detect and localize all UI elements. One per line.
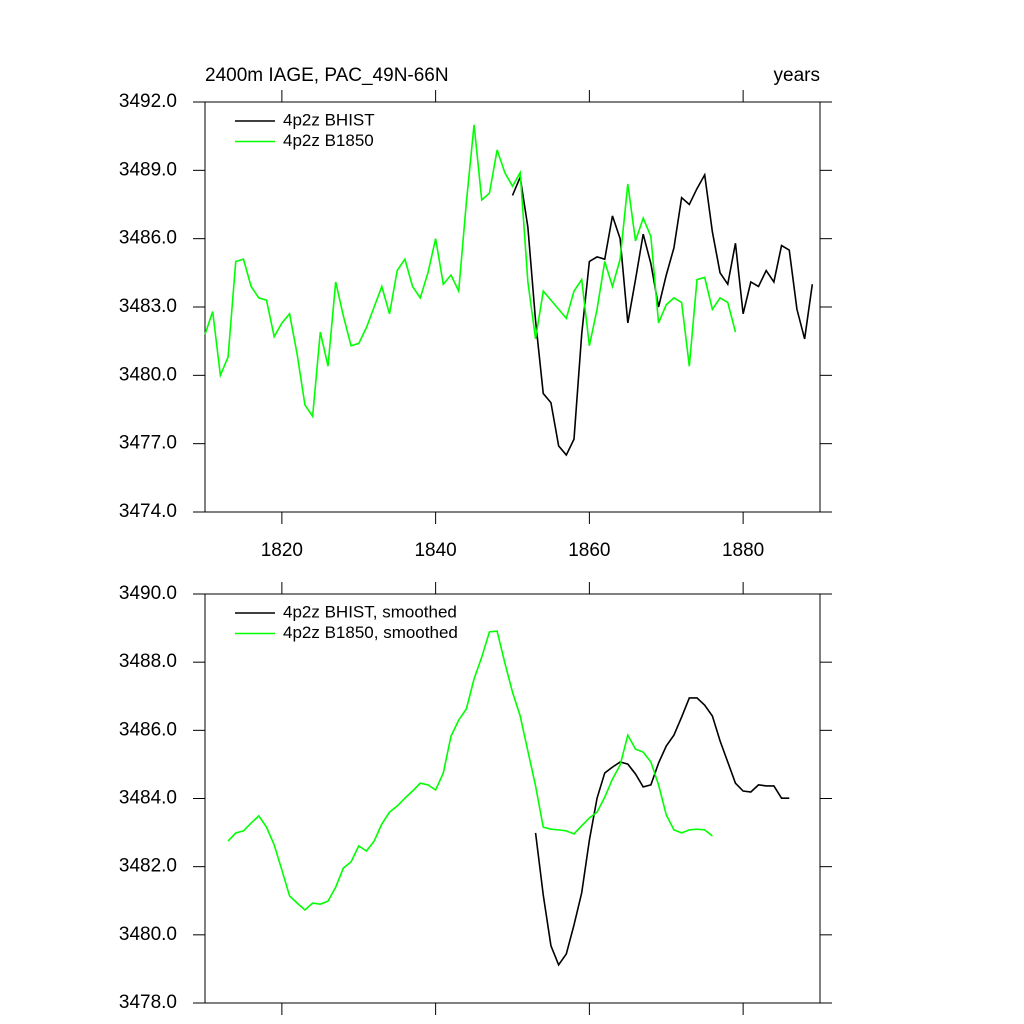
y-tick-label: 3492.0 bbox=[119, 91, 177, 112]
x-tick-label: 1820 bbox=[261, 540, 303, 561]
y-tick-label: 3488.0 bbox=[119, 651, 177, 672]
y-tick-label: 3474.0 bbox=[119, 501, 177, 522]
data-line bbox=[227, 630, 713, 912]
x-tick-label: 1860 bbox=[568, 540, 610, 561]
chart-title: 2400m IAGE, PAC_49N-66N bbox=[205, 65, 449, 86]
x-tick-label: 1880 bbox=[722, 540, 764, 561]
y-tick-label: 3486.0 bbox=[119, 228, 177, 249]
data-line bbox=[204, 124, 737, 419]
y-tick-label: 3478.0 bbox=[119, 992, 177, 1013]
data-line bbox=[511, 172, 814, 457]
y-tick-label: 3480.0 bbox=[119, 924, 177, 945]
y-tick-label: 3489.0 bbox=[119, 159, 177, 180]
y-tick-label: 3477.0 bbox=[119, 433, 177, 454]
chart-title-right: years bbox=[774, 65, 820, 86]
y-tick-label: 3490.0 bbox=[119, 583, 177, 604]
legend-label: 4p2z BHIST bbox=[283, 110, 375, 129]
legend-label: 4p2z B1850, smoothed bbox=[283, 623, 458, 642]
y-tick-label: 3484.0 bbox=[119, 788, 177, 809]
y-tick-label: 3480.0 bbox=[119, 364, 177, 385]
y-tick-label: 3486.0 bbox=[119, 719, 177, 740]
y-tick-label: 3482.0 bbox=[119, 856, 177, 877]
data-line bbox=[534, 697, 790, 967]
legend-label: 4p2z B1850 bbox=[283, 131, 374, 150]
x-tick-label: 1840 bbox=[414, 540, 456, 561]
y-tick-label: 3483.0 bbox=[119, 296, 177, 317]
legend-label: 4p2z BHIST, smoothed bbox=[283, 602, 457, 621]
